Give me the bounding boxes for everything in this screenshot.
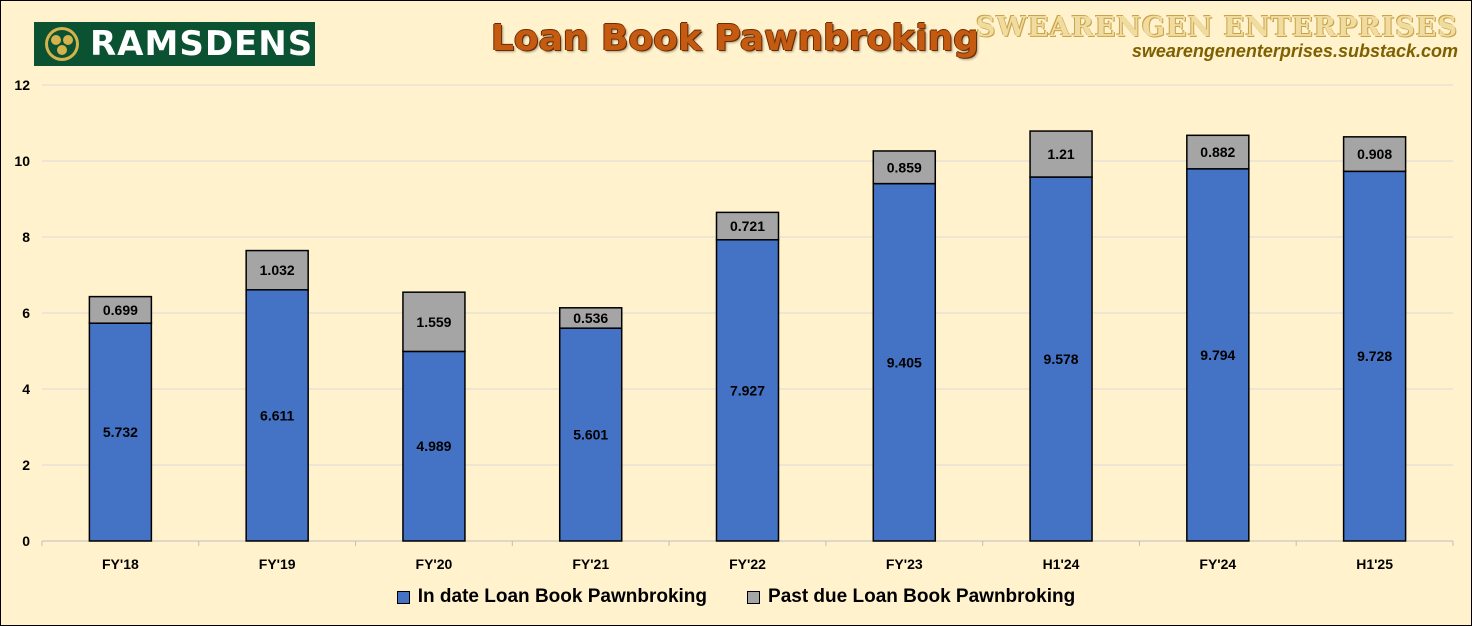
x-tick-label: FY'22	[729, 556, 766, 572]
logo-text: RAMSDENS	[90, 24, 314, 64]
bar-in-date	[245, 289, 309, 542]
data-label: 5.732	[103, 424, 138, 440]
data-label: 0.721	[730, 218, 765, 234]
x-tick-label: FY'18	[102, 556, 139, 572]
data-label: 0.908	[1357, 146, 1392, 162]
y-tick-label: 4	[22, 381, 30, 397]
data-label: 9.794	[1200, 347, 1235, 363]
brand-name: SWEARENGEN ENTERPRISES	[975, 12, 1458, 43]
bar-past-due	[402, 291, 466, 353]
x-tick-label: FY'23	[886, 556, 923, 572]
brand-block: SWEARENGEN ENTERPRISES swearengenenterpr…	[976, 12, 1458, 62]
legend-item-in-date: In date Loan Book Pawnbroking	[396, 586, 708, 608]
legend-label-in-date: In date Loan Book Pawnbroking	[417, 586, 708, 607]
legend-swatch-past-due	[747, 590, 761, 604]
y-tick-label: 6	[22, 305, 30, 321]
legend-label-past-due: Past due Loan Book Pawnbroking	[768, 586, 1076, 607]
y-tick-label: 10	[14, 153, 30, 169]
x-tick-label: FY'21	[572, 556, 609, 572]
x-tick-label: FY'20	[416, 556, 453, 572]
bar-past-due	[1029, 130, 1093, 178]
bar-past-due	[715, 211, 780, 241]
bar-in-date	[88, 322, 153, 542]
bar-in-date	[872, 182, 937, 542]
y-tick-label: 12	[14, 77, 30, 93]
data-label: 6.611	[260, 407, 294, 423]
x-tick-label: FY'19	[259, 556, 296, 572]
bar-in-date	[1342, 170, 1407, 542]
bar-past-due	[245, 249, 309, 291]
x-tick-label: FY'24	[1199, 556, 1236, 572]
y-tick-label: 2	[22, 457, 30, 473]
data-label: 0.882	[1200, 144, 1235, 160]
data-label: 0.536	[573, 310, 608, 326]
data-label: 9.578	[1044, 351, 1079, 367]
bar-in-date	[715, 239, 780, 542]
legend: In date Loan Book Pawnbroking Past due L…	[0, 586, 1472, 608]
y-tick-label: 8	[22, 229, 30, 245]
bar-in-date	[402, 350, 466, 542]
three-balls-icon	[45, 27, 79, 61]
x-tick-label: H1'25	[1356, 556, 1393, 572]
data-label: 7.927	[730, 382, 765, 398]
y-tick-label: 0	[22, 533, 30, 549]
bar-past-due	[1342, 136, 1407, 173]
data-label: 1.559	[416, 314, 451, 330]
legend-swatch-in-date	[396, 590, 410, 604]
data-label: 9.728	[1357, 348, 1392, 364]
ramsdens-logo: RAMSDENS	[34, 22, 315, 66]
data-label: 9.405	[887, 354, 922, 370]
bar-past-due	[1186, 134, 1250, 170]
bar-past-due	[872, 150, 937, 185]
bar-past-due	[88, 295, 153, 324]
chart-title: Loan Book Pawnbroking	[490, 18, 980, 59]
data-label: 1.032	[260, 262, 295, 278]
legend-item-past-due: Past due Loan Book Pawnbroking	[747, 586, 1075, 608]
bar-past-due	[558, 307, 623, 329]
data-label: 1.21	[1047, 146, 1074, 162]
x-tick-label: H1'24	[1043, 556, 1080, 572]
data-label: 4.989	[416, 438, 451, 454]
data-label: 0.699	[103, 302, 138, 318]
data-label: 5.601	[573, 427, 608, 443]
brand-url: swearengenenterprises.substack.com	[1131, 41, 1458, 61]
data-label: 0.859	[887, 159, 922, 175]
bar-in-date	[558, 327, 623, 542]
